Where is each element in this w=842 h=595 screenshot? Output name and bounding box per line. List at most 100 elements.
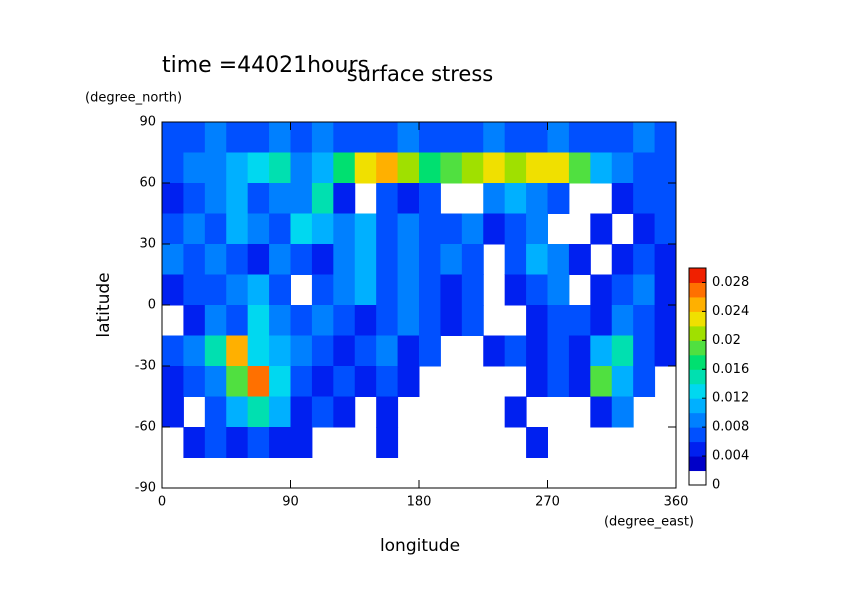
- x-tick-label: 270: [535, 495, 560, 510]
- contour-cell: [162, 396, 184, 428]
- contour-cell: [269, 244, 291, 275]
- contour-cell: [419, 213, 441, 245]
- contour-cell: [590, 396, 613, 428]
- contour-cell: [226, 305, 249, 336]
- contour-cell: [311, 305, 334, 336]
- contour-cell: [333, 213, 356, 245]
- contour-cell: [226, 274, 249, 306]
- contour-cell: [162, 335, 184, 367]
- contour-cell: [247, 335, 270, 367]
- contour-cell: [376, 335, 399, 367]
- contour-cell: [590, 213, 613, 245]
- contour-cell: [226, 396, 249, 428]
- contour-cell: [397, 183, 420, 214]
- contour-cell: [333, 183, 356, 214]
- contour-cell: [590, 335, 613, 367]
- contour-cell: [611, 152, 634, 184]
- contour-cell: [633, 244, 656, 275]
- colorbar-band: [689, 456, 706, 472]
- y-tick-label: -30: [135, 359, 156, 374]
- contour-cell: [440, 152, 463, 184]
- contour-cell: [354, 335, 377, 367]
- contour-cell: [440, 122, 463, 153]
- contour-cell: [354, 152, 377, 184]
- contour-cell: [376, 396, 399, 428]
- contour-cell: [590, 305, 613, 336]
- contour-cell: [204, 396, 227, 428]
- contour-cell: [547, 305, 570, 336]
- contour-cell: [633, 274, 656, 306]
- contour-cell: [440, 274, 463, 306]
- contour-cell: [633, 213, 656, 245]
- x-units: (degree_east): [604, 515, 694, 530]
- contour-cell: [461, 152, 484, 184]
- contour-cell: [611, 366, 634, 397]
- colorbar-band: [689, 340, 706, 356]
- contour-cell: [204, 366, 227, 397]
- contour-cell: [590, 274, 613, 306]
- contour-cell: [633, 122, 656, 153]
- contour-cell: [183, 335, 206, 367]
- colorbar-band: [689, 268, 706, 283]
- x-tick-label: 0: [158, 495, 166, 510]
- contour-cell: [568, 366, 591, 397]
- colorbar-tick-label: 0.016: [712, 362, 749, 377]
- contour-cell: [290, 213, 313, 245]
- contour-cell: [419, 152, 441, 184]
- contour-cell: [419, 183, 441, 214]
- contour-cell: [204, 244, 227, 275]
- contour-cell: [504, 244, 527, 275]
- contour-cell: [226, 183, 249, 214]
- contour-cell: [183, 244, 206, 275]
- contour-cell: [504, 274, 527, 306]
- colorbar-tick-label: 0.008: [712, 420, 749, 435]
- contour-cell: [526, 213, 548, 245]
- contour-cell: [269, 274, 291, 306]
- contour-cell: [590, 366, 613, 397]
- contour-cell: [568, 335, 591, 367]
- contour-cell: [226, 427, 249, 458]
- contour-cell: [333, 396, 356, 428]
- contour-cell: [633, 366, 656, 397]
- contour-cell: [354, 244, 377, 275]
- x-tick-label: 90: [282, 495, 299, 510]
- contour-cell: [290, 183, 313, 214]
- contour-cell: [611, 305, 634, 336]
- contour-cell: [354, 274, 377, 306]
- colorbar-tick-label: 0.02: [712, 333, 741, 348]
- y-tick-label: 0: [148, 298, 156, 313]
- contour-cell: [183, 366, 206, 397]
- contour-cell: [376, 122, 399, 153]
- contour-cell: [397, 366, 420, 397]
- contour-cell: [504, 122, 527, 153]
- contour-cell: [269, 183, 291, 214]
- contour-cell: [162, 152, 184, 184]
- contour-cell: [183, 427, 206, 458]
- contour-cell: [333, 152, 356, 184]
- contour-cell: [526, 274, 548, 306]
- colorbar-band: [689, 383, 706, 399]
- contour-cell: [269, 396, 291, 428]
- contour-cell: [162, 274, 184, 306]
- y-tick-label: -60: [135, 420, 156, 435]
- contour-cell: [654, 305, 677, 336]
- contour-cell: [333, 274, 356, 306]
- contour-cell: [247, 396, 270, 428]
- colorbar-band: [689, 441, 706, 457]
- contour-cell: [483, 122, 506, 153]
- contour-cell: [504, 152, 527, 184]
- contour-cell: [483, 183, 506, 214]
- contour-cell: [611, 183, 634, 214]
- contour-cell: [204, 122, 227, 153]
- contour-cell: [333, 335, 356, 367]
- contour-cell: [311, 396, 334, 428]
- contour-cell: [311, 213, 334, 245]
- contour-cell: [269, 305, 291, 336]
- contour-cell: [333, 366, 356, 397]
- contour-cell: [290, 396, 313, 428]
- contour-cell: [290, 305, 313, 336]
- contour-cell: [247, 366, 270, 397]
- contour-cell: [611, 335, 634, 367]
- contour-cell: [419, 335, 441, 367]
- contour-cell: [247, 244, 270, 275]
